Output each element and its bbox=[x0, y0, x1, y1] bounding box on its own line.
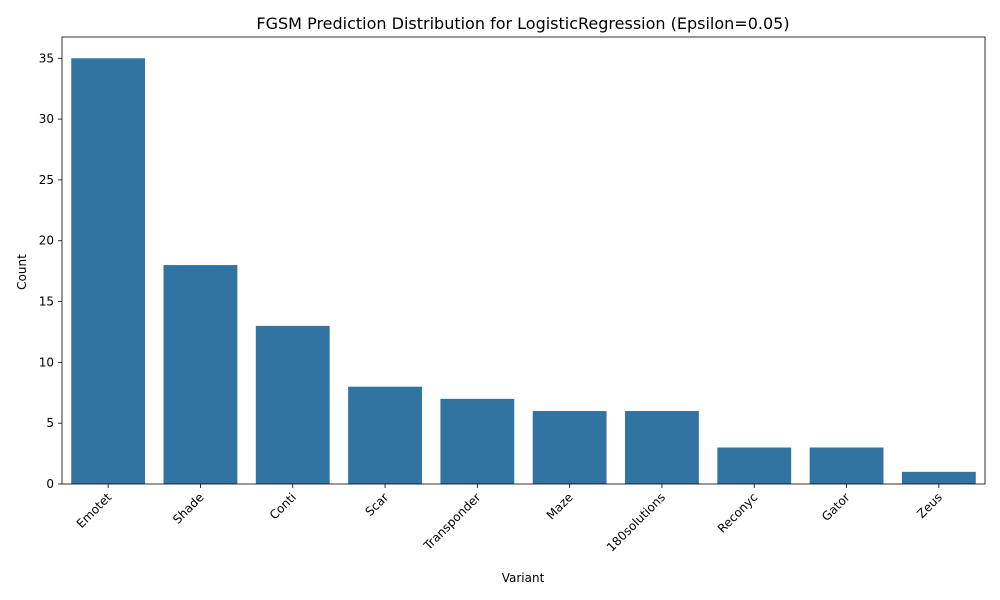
y-tick-label: 5 bbox=[46, 416, 54, 430]
bar-transponder bbox=[440, 398, 515, 484]
x-axis: Emotet Shade Conti Scar Transponder Maze 180so… bbox=[74, 484, 945, 554]
x-tick-label: Gator bbox=[819, 490, 853, 524]
bar-zeus bbox=[901, 471, 976, 484]
x-tick-label: 180solutions bbox=[604, 490, 668, 554]
x-tick-label: Scar bbox=[363, 490, 392, 519]
y-tick-label: 25 bbox=[39, 173, 54, 187]
y-axis-label: Count bbox=[15, 254, 29, 290]
bar-scar bbox=[348, 386, 422, 484]
plot-area: 0 5 10 15 20 25 30 35 Emotet Shade Conti Scar Trans… bbox=[39, 36, 986, 554]
bar-180solutions bbox=[625, 411, 699, 484]
y-tick-label: 10 bbox=[39, 355, 54, 369]
y-tick-label: 15 bbox=[39, 295, 54, 309]
x-tick-label: Zeus bbox=[914, 490, 945, 521]
x-tick-label: Emotet bbox=[74, 490, 115, 531]
y-axis: 0 5 10 15 20 25 30 35 bbox=[39, 51, 62, 491]
plot-frame bbox=[61, 36, 986, 485]
bar-reconyc bbox=[717, 447, 792, 484]
bar-gator bbox=[809, 447, 884, 484]
bar-conti bbox=[255, 325, 330, 484]
bars bbox=[71, 58, 976, 485]
y-tick-label: 20 bbox=[39, 234, 54, 248]
bar-maze bbox=[532, 411, 607, 484]
x-tick-label: Transponder bbox=[420, 490, 483, 553]
x-tick-label: Conti bbox=[267, 490, 299, 522]
x-tick-label: Maze bbox=[544, 490, 576, 522]
y-tick-label: 35 bbox=[39, 51, 54, 65]
x-tick-label: Reconyc bbox=[715, 490, 761, 536]
y-tick-label: 30 bbox=[39, 112, 54, 126]
bar-emotet bbox=[71, 58, 146, 485]
bar-shade bbox=[163, 265, 238, 484]
x-tick-label: Shade bbox=[170, 490, 206, 526]
x-axis-label: Variant bbox=[502, 571, 545, 585]
y-tick-label: 0 bbox=[46, 477, 54, 491]
chart-title: FGSM Prediction Distribution for Logisti… bbox=[256, 14, 789, 33]
